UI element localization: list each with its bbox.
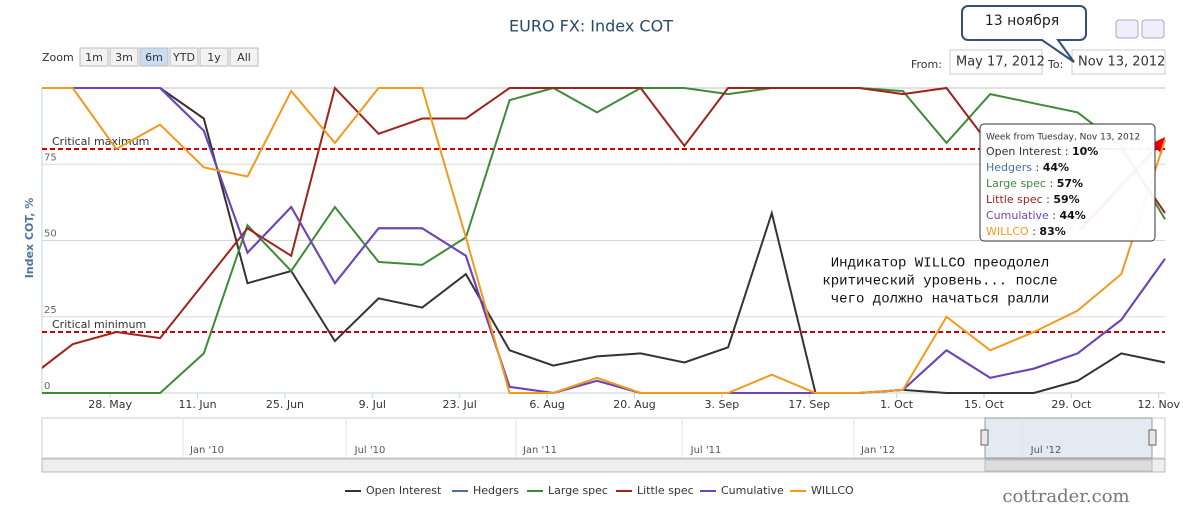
chart-title: EURO FX: Index COT [509, 17, 673, 36]
tooltip-row: Hedgers : 44% [986, 161, 1069, 174]
from-value: May 17, 2012 [956, 55, 1045, 70]
zoom-button-label: 3m [115, 51, 133, 64]
x-tick-label: 11. Jun [178, 398, 216, 411]
zoom-button[interactable] [109, 47, 139, 67]
x-tick-label: 29. Oct [1051, 398, 1092, 411]
y-tick-label: 75 [44, 152, 57, 163]
series-line [42, 86, 1166, 394]
print-button[interactable] [1115, 19, 1139, 39]
plot-area [42, 86, 1166, 395]
tooltip-sep: : [1046, 177, 1057, 190]
y-axis-title: Index COT, % [23, 198, 36, 279]
zoom-button[interactable] [139, 47, 169, 67]
tooltip-value: 44% [1060, 209, 1086, 222]
zoom-label: Zoom [42, 51, 74, 64]
navigator-handle[interactable] [980, 429, 989, 446]
callout [961, 5, 1087, 63]
tooltip-name: Little spec [986, 193, 1043, 206]
x-tick-label: 20. Aug [613, 398, 655, 411]
tooltip-value: 44% [1043, 161, 1069, 174]
tooltip-value: 57% [1057, 177, 1083, 190]
from-label: From: [911, 58, 942, 71]
reference-label: Critical maximum [52, 135, 149, 148]
to-input[interactable] [1071, 49, 1166, 75]
annotation: Индикатор WILLCO преодолел [831, 256, 1049, 272]
tooltip-name: Large spec [986, 177, 1046, 190]
y-tick-label: 50 [44, 229, 57, 240]
callout-text: 13 ноября [985, 13, 1059, 29]
tooltip-row: WILLCO : 83% [986, 225, 1066, 238]
zoom-button[interactable] [229, 47, 259, 67]
navigator-selection[interactable] [984, 417, 1153, 459]
legend-label[interactable]: Open Interest [366, 484, 442, 497]
series-line [42, 87, 1166, 394]
tooltip-sep: : [1049, 209, 1060, 222]
tooltip-name: WILLCO [986, 225, 1029, 238]
x-tick-label: 17. Sep [788, 398, 830, 411]
navigator-label: Jul '10 [354, 445, 386, 456]
reference-label: Critical minimum [52, 318, 146, 331]
zoom-button[interactable] [79, 47, 109, 67]
navigator-label: Jan '10 [189, 445, 224, 456]
tooltip-sep: : [1029, 225, 1040, 238]
legend-label[interactable]: Little spec [637, 484, 694, 497]
zoom-button-label: YTD [172, 51, 195, 64]
export-button[interactable] [1141, 19, 1165, 39]
navigator-label: Jul '12 [1030, 445, 1062, 456]
x-tick-label: 3. Sep [704, 398, 739, 411]
series-line [42, 86, 1166, 370]
to-value: Nov 13, 2012 [1078, 55, 1165, 70]
zoom-button[interactable] [169, 47, 199, 67]
tooltip-title: Week from Tuesday, Nov 13, 2012 [986, 133, 1140, 143]
tooltip-value: 59% [1053, 193, 1079, 206]
x-tick-label: 6. Aug [529, 398, 564, 411]
tooltip-row: Large spec : 57% [986, 177, 1083, 190]
x-tick-label: 15. Oct [964, 398, 1005, 411]
tooltip-value: 83% [1039, 225, 1065, 238]
x-tick-label: 25. Jun [266, 398, 304, 411]
x-tick-label: 28. May [88, 398, 132, 411]
tooltip-value: 10% [1072, 145, 1098, 158]
navigator-handle[interactable] [1148, 429, 1157, 446]
annotation: критический уровень... после [822, 273, 1057, 290]
tooltip-sep: : [1061, 145, 1072, 158]
tooltip-name: Open Interest [986, 145, 1062, 158]
tooltip-name: Cumulative [986, 209, 1049, 222]
legend-label[interactable]: Large spec [548, 484, 608, 497]
to-label: To: [1047, 58, 1063, 71]
navigator [41, 417, 1166, 459]
scrollbar-thumb[interactable] [984, 459, 1153, 472]
legend-label[interactable]: Cumulative [721, 484, 784, 497]
annotation: чего должно начаться ралли [831, 292, 1049, 308]
navigator-label: Jan '11 [522, 445, 557, 456]
watermark: cottrader.com [1002, 486, 1129, 507]
from-input[interactable] [949, 49, 1043, 75]
x-tick-label: 1. Oct [880, 398, 914, 411]
zoom-button-label: All [237, 51, 251, 64]
zoom-button-label: 6m [145, 51, 163, 64]
legend-label[interactable]: Hedgers [473, 484, 519, 497]
legend-label[interactable]: WILLCO [811, 484, 854, 497]
tooltip-sep: : [1043, 193, 1054, 206]
tooltip [979, 123, 1156, 242]
navigator-label: Jul '11 [690, 445, 722, 456]
tooltip-row: Cumulative : 44% [986, 209, 1086, 222]
x-tick-label: 23. Jul [443, 398, 477, 411]
y-tick-label: 0 [44, 381, 50, 392]
scrollbar [41, 458, 1166, 473]
x-tick-label: 12. Nov [1138, 398, 1181, 411]
zoom-button-label: 1m [85, 51, 103, 64]
tooltip-row: Little spec : 59% [986, 193, 1080, 206]
navigator-label: Jan '12 [860, 445, 895, 456]
zoom-button-label: 1y [207, 51, 221, 64]
y-tick-label: 25 [44, 305, 57, 316]
zoom-button[interactable] [199, 47, 229, 67]
tooltip-row: Open Interest : 10% [986, 145, 1098, 158]
tooltip-name: Hedgers [986, 161, 1032, 174]
tooltip-sep: : [1032, 161, 1043, 174]
x-tick-label: 9. Jul [359, 398, 386, 411]
